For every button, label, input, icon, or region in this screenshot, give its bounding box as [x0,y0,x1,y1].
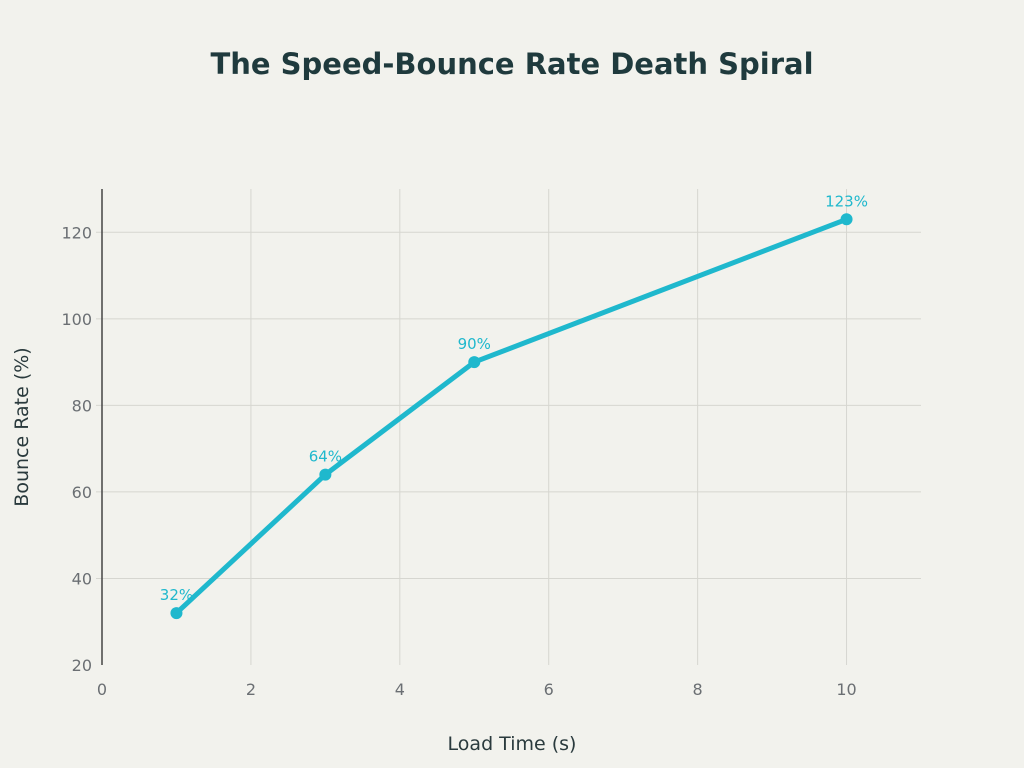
y-tick-label: 20 [72,656,92,675]
series-bounce-rate: 32% 64% 90% 123% [160,192,868,620]
y-tick-label: 120 [61,223,92,242]
x-tick-label: 10 [836,680,856,699]
data-label: 64% [309,448,342,466]
chart-title: The Speed-Bounce Rate Death Spiral [210,47,813,81]
tick-labels: 0 2 4 6 8 10 20 40 60 80 100 120 [61,223,856,699]
series-line [174,216,848,615]
x-tick-label: 8 [693,680,703,699]
x-tick-label: 6 [544,680,554,699]
y-tick-label: 80 [72,396,92,415]
data-label: 123% [825,192,868,210]
x-axis-label: Load Time (s) [448,733,577,755]
y-tick-label: 60 [72,483,92,502]
y-tick-label: 40 [72,569,92,588]
x-tick-label: 4 [395,680,405,699]
data-label: 32% [160,586,193,604]
gridlines [96,189,921,665]
data-label: 90% [458,335,491,353]
y-axis-label: Bounce Rate (%) [11,347,33,506]
data-point [170,607,183,620]
y-tick-label: 100 [61,310,92,329]
x-tick-label: 0 [97,680,107,699]
data-point [840,213,853,226]
x-tick-label: 2 [246,680,256,699]
data-point [468,356,481,369]
data-point [319,468,332,481]
